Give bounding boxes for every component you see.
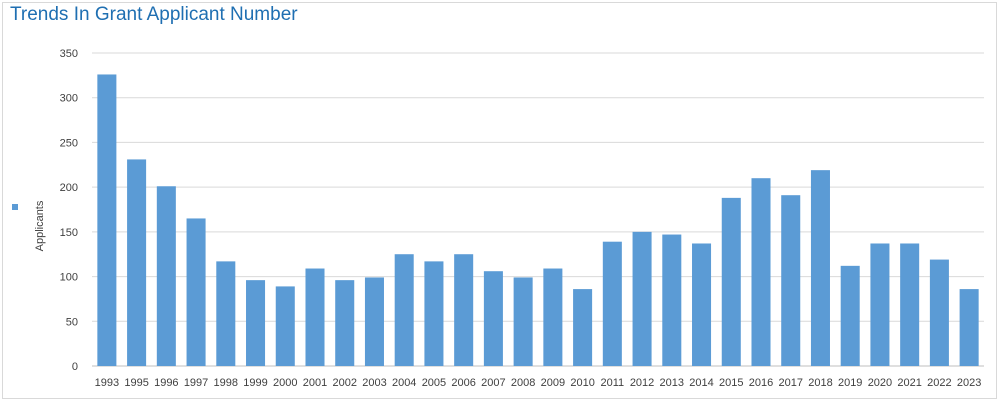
bar <box>721 197 741 366</box>
bar <box>454 254 474 366</box>
x-tick-label: 2002 <box>332 377 356 389</box>
gridlines <box>92 52 984 367</box>
x-tick-label: 2013 <box>660 377 684 389</box>
x-tick-label: 2001 <box>303 377 327 389</box>
x-tick-label: 2022 <box>927 377 951 389</box>
x-tick-label: 2006 <box>451 377 475 389</box>
x-tick-label: 2021 <box>897 377 921 389</box>
x-tick-label: 2010 <box>570 377 594 389</box>
legend: Applicants <box>10 192 50 262</box>
x-tick-label: 1999 <box>243 377 267 389</box>
x-tick-label: 1995 <box>124 377 148 389</box>
x-tick-label: 2018 <box>808 377 832 389</box>
bar <box>543 268 563 366</box>
bar <box>900 243 920 366</box>
bar <box>394 254 414 366</box>
x-tick-label: 2020 <box>868 377 892 389</box>
x-axis-ticks: 1993 1995 1996 1997 1998 1999 2000 2001 2002 2003… <box>95 377 982 389</box>
bar <box>959 289 979 366</box>
bar <box>662 234 682 366</box>
y-tick-label: 350 <box>60 48 78 60</box>
x-tick-label: 2007 <box>481 377 505 389</box>
x-tick-label: 2009 <box>541 377 565 389</box>
x-tick-label: 2014 <box>689 377 713 389</box>
x-tick-label: 1993 <box>95 377 119 389</box>
x-tick-label: 2016 <box>749 377 773 389</box>
x-tick-label: 1996 <box>154 377 178 389</box>
bar <box>305 268 325 366</box>
bar <box>810 170 830 366</box>
x-tick-label: 2011 <box>601 377 625 389</box>
bar <box>186 218 206 366</box>
x-tick-label: 2017 <box>778 377 802 389</box>
bar <box>424 261 444 366</box>
legend-swatch <box>12 204 18 210</box>
bar <box>483 271 503 366</box>
bar <box>840 265 860 366</box>
x-tick-label: 2019 <box>838 377 862 389</box>
x-tick-label: 1998 <box>214 377 238 389</box>
bar <box>929 259 949 366</box>
x-tick-label: 1997 <box>184 377 208 389</box>
bar <box>156 186 176 366</box>
bar <box>127 159 147 366</box>
chart-title: Trends In Grant Applicant Number <box>10 4 298 25</box>
bar <box>692 243 712 366</box>
bar <box>870 243 890 366</box>
bar <box>602 241 622 366</box>
x-tick-label: 2012 <box>630 377 654 389</box>
bar <box>216 261 236 366</box>
y-tick-label: 300 <box>60 93 78 105</box>
bar <box>364 277 384 366</box>
bar <box>335 280 355 366</box>
bar <box>632 231 652 366</box>
y-tick-label: 50 <box>66 316 78 328</box>
bar <box>275 286 295 366</box>
x-tick-label: 2000 <box>273 377 297 389</box>
bars <box>97 74 979 366</box>
x-tick-label: 2003 <box>362 377 386 389</box>
bar <box>573 289 593 366</box>
bar <box>97 74 117 366</box>
y-tick-label: 200 <box>60 182 78 194</box>
bar <box>781 195 801 366</box>
x-tick-label: 2015 <box>719 377 743 389</box>
y-tick-label: 100 <box>60 272 78 284</box>
y-tick-label: 0 <box>72 361 78 373</box>
x-tick-label: 2023 <box>957 377 981 389</box>
bar <box>246 280 266 366</box>
y-tick-label: 150 <box>60 227 78 239</box>
x-tick-label: 2004 <box>392 377 416 389</box>
x-tick-label: 2008 <box>511 377 535 389</box>
bar <box>513 277 533 366</box>
x-tick-label: 2005 <box>422 377 446 389</box>
y-axis-ticks: 0 50 100 150 200 250 300 350 <box>60 48 78 373</box>
bar <box>751 178 771 366</box>
y-tick-label: 250 <box>60 137 78 149</box>
